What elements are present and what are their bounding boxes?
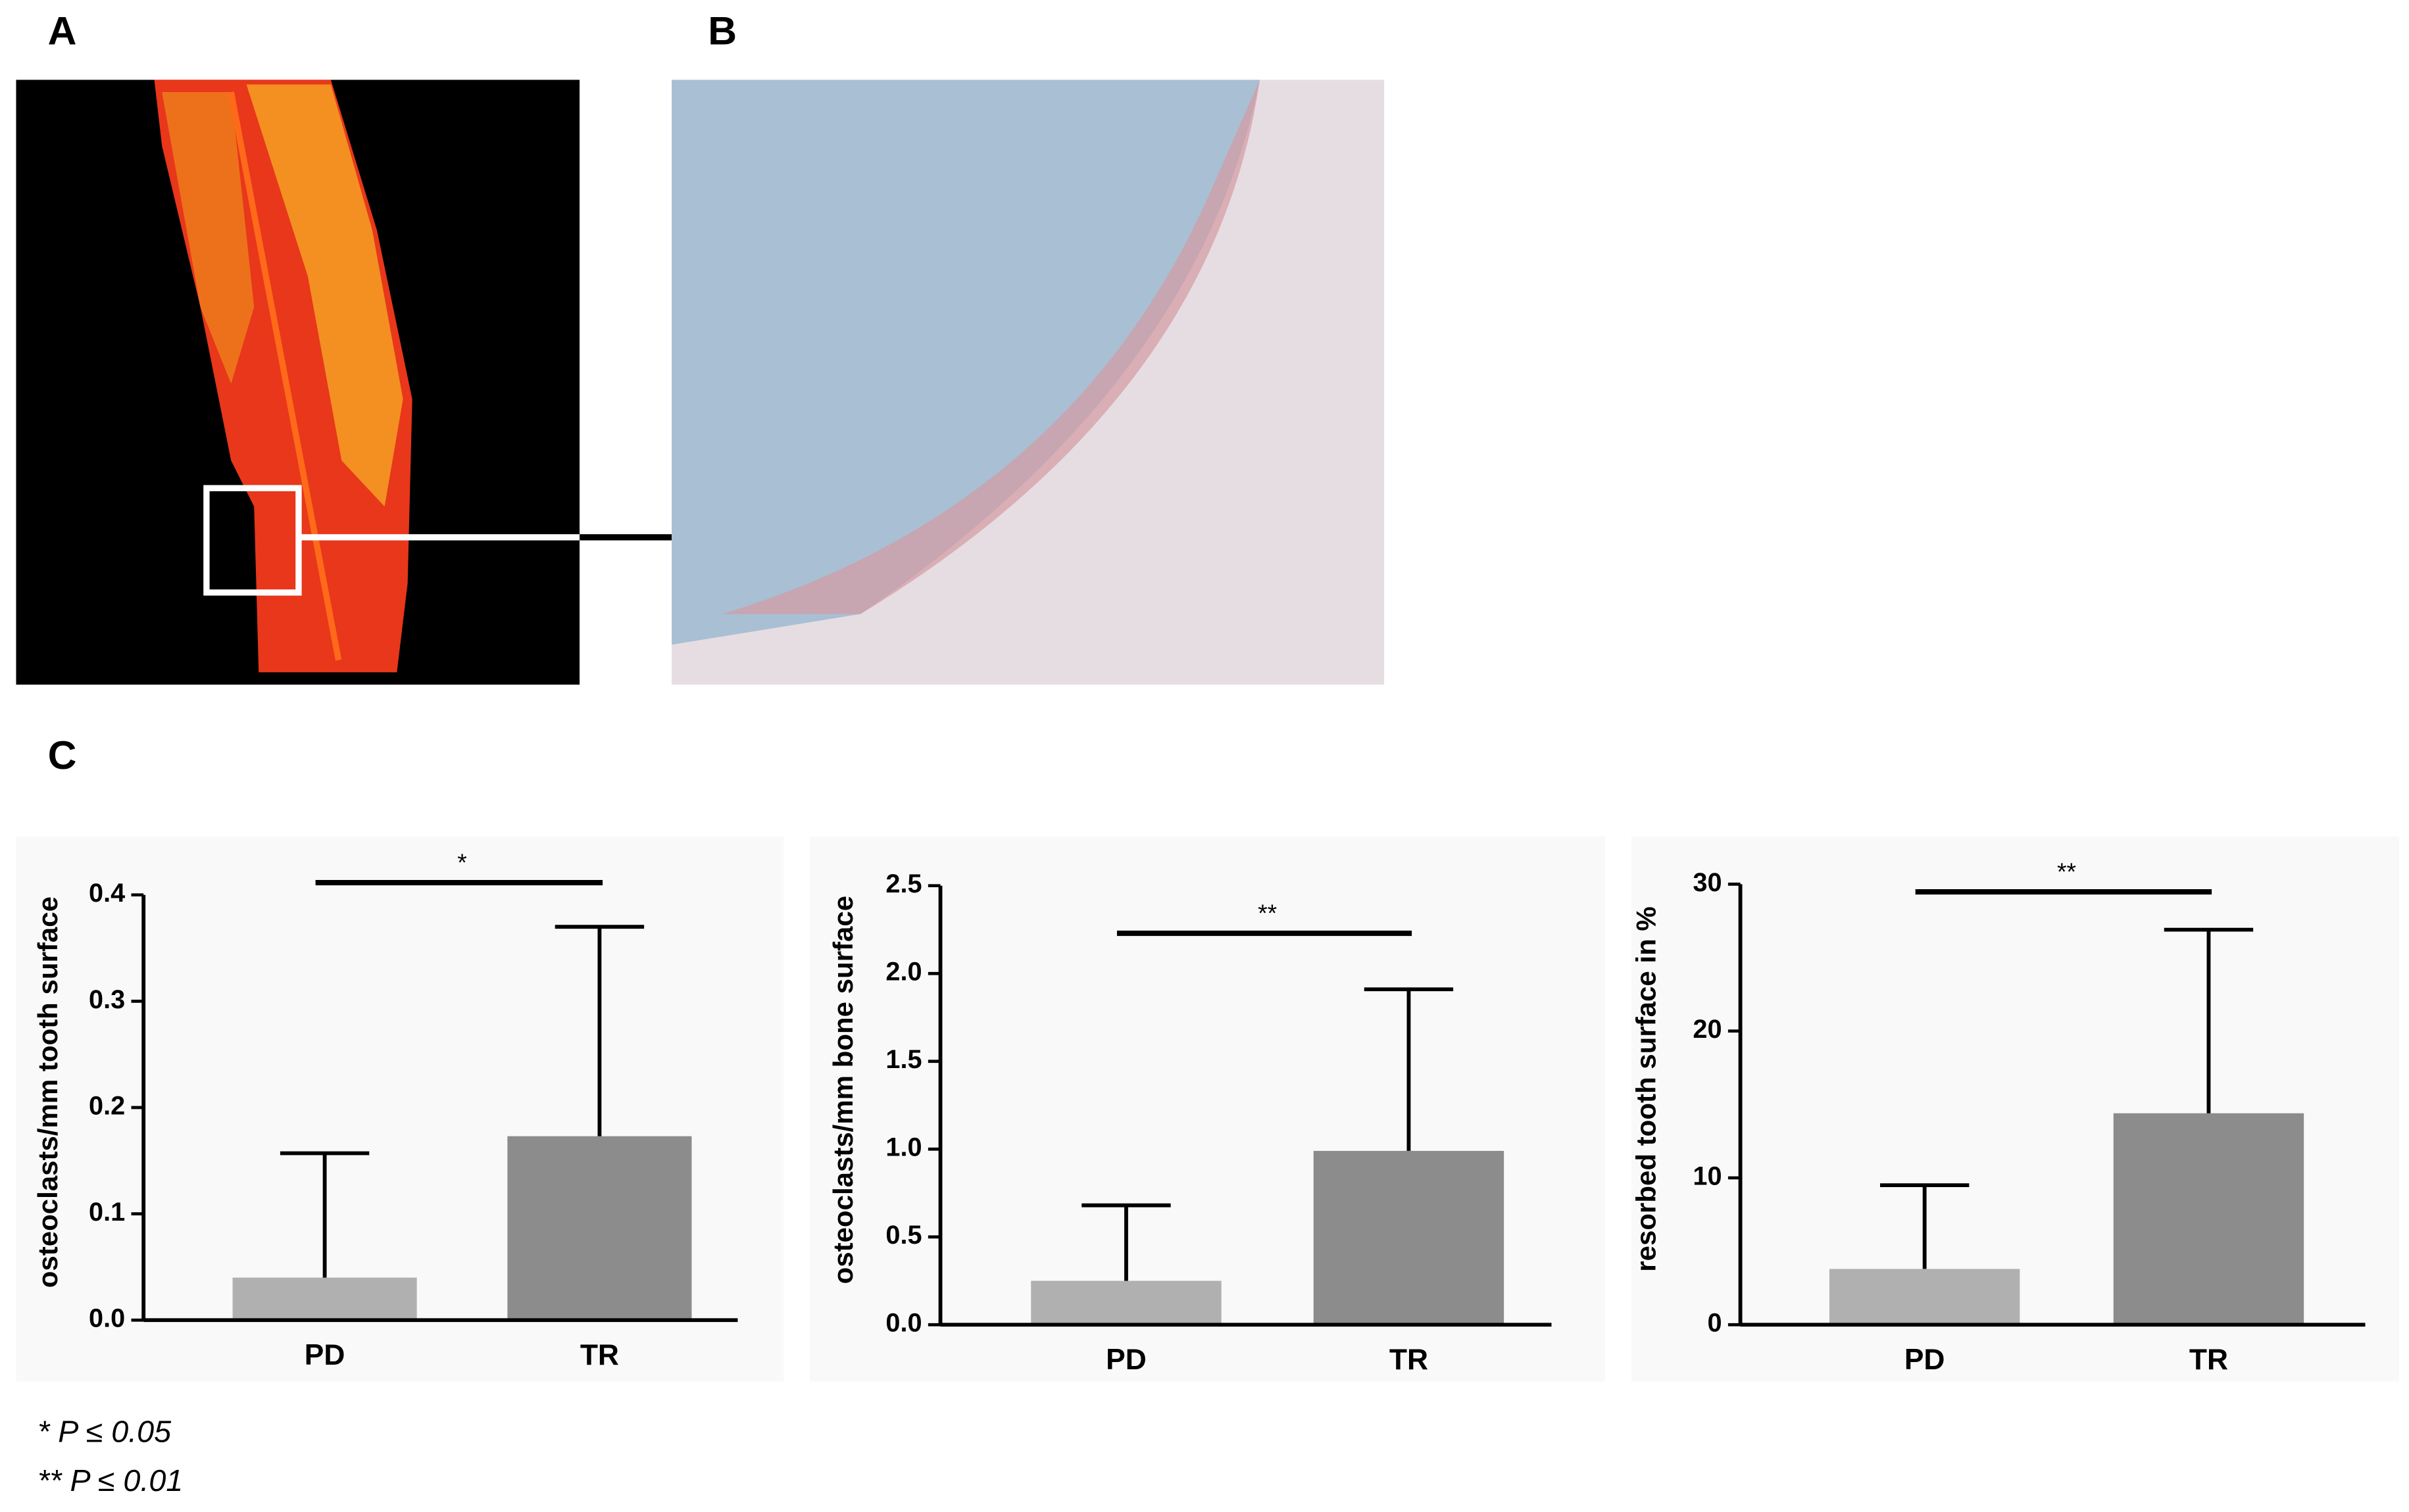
y-axis-label: osteoclasts/mm bone surface <box>828 896 858 1284</box>
footnote: ** P ≤ 0.01 <box>37 1463 183 1498</box>
y-tick-label: 0.2 <box>89 1091 125 1120</box>
y-axis-label: resorbed tooth surface in % <box>1631 906 1662 1271</box>
bar <box>1031 1280 1222 1325</box>
y-tick-label: 0 <box>1707 1309 1722 1338</box>
bar <box>1829 1269 2020 1325</box>
x-tick-label: PD <box>1904 1344 1945 1376</box>
y-tick-label: 0.0 <box>89 1304 125 1333</box>
y-tick-label: 0.4 <box>89 879 125 908</box>
error-bar <box>555 925 645 1136</box>
error-bar <box>2164 927 2254 1113</box>
panel-label: B <box>708 8 737 53</box>
x-tick-label: PD <box>1106 1344 1147 1376</box>
y-tick-label: 1.0 <box>885 1133 922 1162</box>
significance-label: ** <box>1258 899 1277 927</box>
footnote: * P ≤ 0.05 <box>37 1414 172 1448</box>
significance-label: * <box>457 848 467 876</box>
y-tick-label: 2.5 <box>885 869 922 898</box>
y-tick-label: 0.5 <box>885 1221 922 1250</box>
micro-ct-image <box>16 80 672 685</box>
x-tick-label: TR <box>580 1339 619 1371</box>
bar <box>232 1277 417 1321</box>
panel-label: A <box>48 8 77 53</box>
error-bar <box>1081 1203 1171 1281</box>
significance-label: ** <box>2057 858 2076 885</box>
y-tick-label: 0.0 <box>885 1309 922 1338</box>
y-tick-label: 30 <box>1693 868 1722 897</box>
y-tick-label: 0.3 <box>89 985 125 1014</box>
error-bar <box>280 1151 370 1278</box>
x-tick-label: TR <box>1389 1344 1428 1376</box>
error-bar <box>1879 1183 1970 1269</box>
bar <box>1313 1150 1504 1325</box>
y-tick-label: 10 <box>1693 1161 1722 1190</box>
y-tick-label: 2.0 <box>885 958 922 987</box>
error-bar <box>1364 987 1454 1151</box>
panel-label: C <box>48 733 77 777</box>
x-tick-label: TR <box>2189 1344 2228 1376</box>
bar <box>2113 1113 2304 1325</box>
x-tick-label: PD <box>305 1339 345 1371</box>
histology-image <box>672 80 1385 685</box>
y-tick-label: 1.5 <box>885 1045 922 1074</box>
bar <box>507 1136 692 1321</box>
y-tick-label: 20 <box>1693 1015 1722 1044</box>
y-axis-label: osteoclasts/mm tooth surface <box>32 896 63 1288</box>
y-tick-label: 0.1 <box>89 1198 125 1227</box>
